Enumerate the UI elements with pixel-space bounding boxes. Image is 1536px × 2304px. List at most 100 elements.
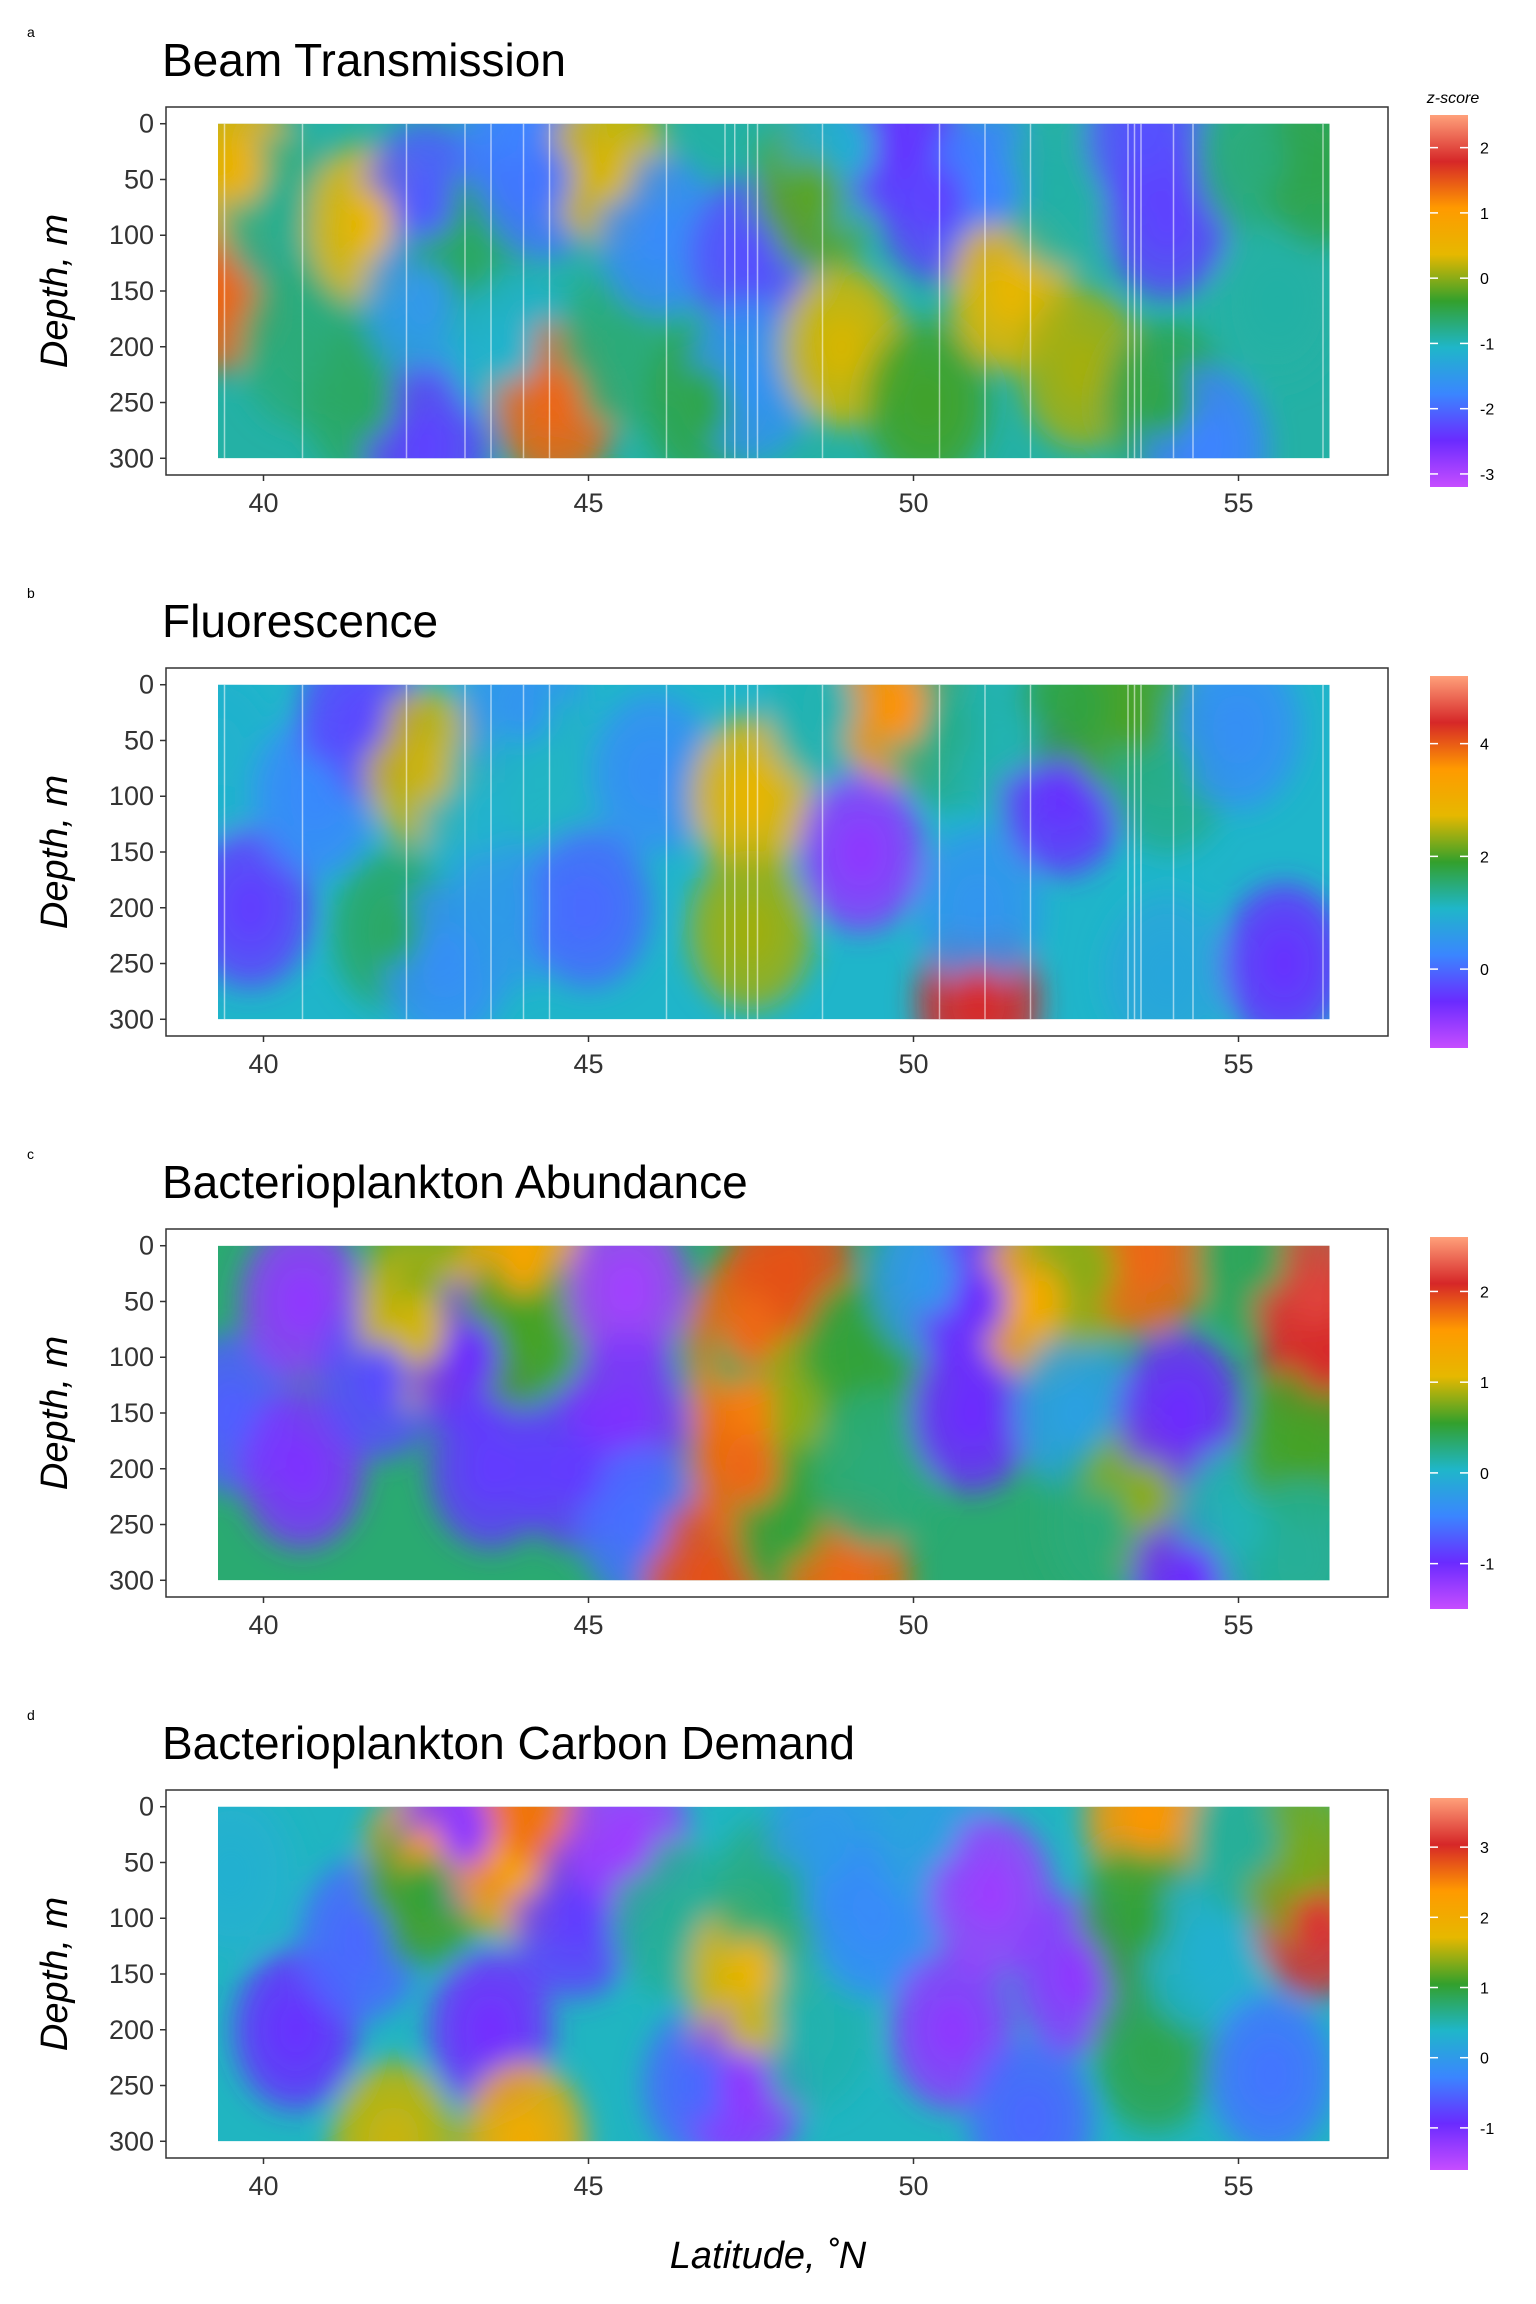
x-tick-label: 40 [248,1610,278,1640]
heatmap-peak [419,927,472,1000]
heatmap-peak [289,760,342,833]
heatmap-peak [400,732,452,805]
heatmap-peak [1082,1488,1135,1561]
heatmap-peak [822,123,875,183]
colorbar-tick-label: 1 [1480,1981,1489,1998]
heatmap-peak [1050,1377,1102,1449]
heatmap-peak [354,1343,407,1416]
heatmap-peak [497,2105,550,2142]
heatmap-peak [530,366,582,439]
colorbar-tick-label: 0 [1480,1466,1489,1483]
heatmap-peak [400,411,452,459]
y-tick-label: 100 [109,220,154,250]
y-axis-title: Depth, m [34,775,76,929]
heatmap-peak [679,2049,732,2122]
heatmap-peak [1115,1882,1167,1955]
heatmap-peak [1277,1521,1330,1581]
heatmap-peak [848,1432,901,1505]
x-axis-title-group: Latitude, ˚N [670,2235,867,2277]
heatmap-peak [1225,1806,1278,1877]
heatmap-peak [1056,333,1109,406]
heatmap [218,1806,1330,2142]
colorbar-tick-label: 3 [1480,1840,1489,1857]
heatmap-peak [1037,760,1089,833]
y-tick-label: 0 [139,109,154,139]
heatmap-peak [900,366,953,439]
heatmap-peak [439,1806,491,1866]
heatmap-peak [601,1254,654,1327]
y-tick-label: 150 [109,837,154,867]
heatmap-peak [783,1993,836,2066]
y-tick-label: 150 [109,1959,154,1989]
x-tick-label: 50 [898,1049,928,1079]
heatmap-peak [627,737,680,810]
heatmap-peak [946,1377,998,1449]
heatmap-peak [1121,1245,1174,1293]
colorbar-tick-label: 2 [1480,1910,1489,1927]
heatmap-peak [218,1837,257,1910]
y-tick-label: 0 [139,1231,154,1261]
x-tick-label: 45 [573,1049,603,1079]
heatmap-peak [874,123,927,177]
heatmap-peak [1212,693,1265,766]
colorbar-tick-label: 0 [1480,962,1489,979]
x-tick-label: 55 [1223,488,1253,518]
heatmap-peak [835,1321,888,1394]
y-tick-label: 200 [109,2015,154,2045]
y-tick-label: 250 [109,2071,154,2101]
heatmap [218,684,1330,1020]
y-tick-label: 50 [124,725,154,755]
heatmap-peak [1063,1245,1115,1305]
heatmap-peak [725,1432,777,1505]
heatmap-peak [1297,132,1330,205]
heatmap-peak [1290,1882,1330,1955]
colorbar-tick-label: 4 [1480,737,1489,754]
y-tick-label: 100 [109,1342,154,1372]
colorbar: -3 -2 -1 0 1 2 z-score [1426,90,1494,487]
heatmap-peak [276,1432,329,1505]
x-tick-label: 55 [1223,1610,1253,1640]
heatmap-peak [1121,1806,1174,1854]
heatmap-peak [907,1245,959,1316]
heatmap-peak [218,132,264,205]
heatmap-peak [874,684,927,744]
heatmap-peak [907,1806,959,1866]
heatmap-peak [393,1293,446,1366]
heatmap-peak [1141,182,1193,255]
heatmap-peak [1141,366,1193,439]
colorbar-tick-label: 1 [1480,206,1489,223]
y-tick-label: 150 [109,276,154,306]
x-tick-label: 50 [898,1610,928,1640]
heatmap-peak [1154,1377,1206,1449]
heatmap-peak [595,310,647,383]
heatmap-peak [952,1265,1005,1338]
colorbar-gradient [1430,1237,1468,1609]
heatmap-peak [803,1806,855,1877]
x-tick-label: 50 [898,2171,928,2201]
heatmap-peak [1277,1410,1330,1483]
heatmap-peak [1277,1826,1330,1899]
x-tick-label: 45 [573,488,603,518]
heatmap-peak [952,966,1005,1020]
heatmap-peak [335,684,387,755]
colorbar-tick-label: 2 [1480,849,1489,866]
heatmap-peak [725,894,777,967]
heatmap-peak [1245,2038,1297,2111]
panel-letter: c [27,1146,34,1162]
heatmap-peak [770,1377,823,1449]
heatmap-peak [445,1321,498,1394]
panel-letter: d [27,1707,35,1723]
heatmap-peak [562,871,615,944]
heatmap-peak [634,199,686,272]
heatmap-peak [1258,927,1310,1000]
heatmap-peak [276,1265,329,1338]
heatmap-peak [790,154,842,227]
heatmap-peak [1167,1544,1219,1581]
heatmap-peak [517,143,569,216]
heatmap-peak [400,165,452,238]
heatmap-peak [1141,737,1193,810]
heatmap-peak [816,310,868,383]
